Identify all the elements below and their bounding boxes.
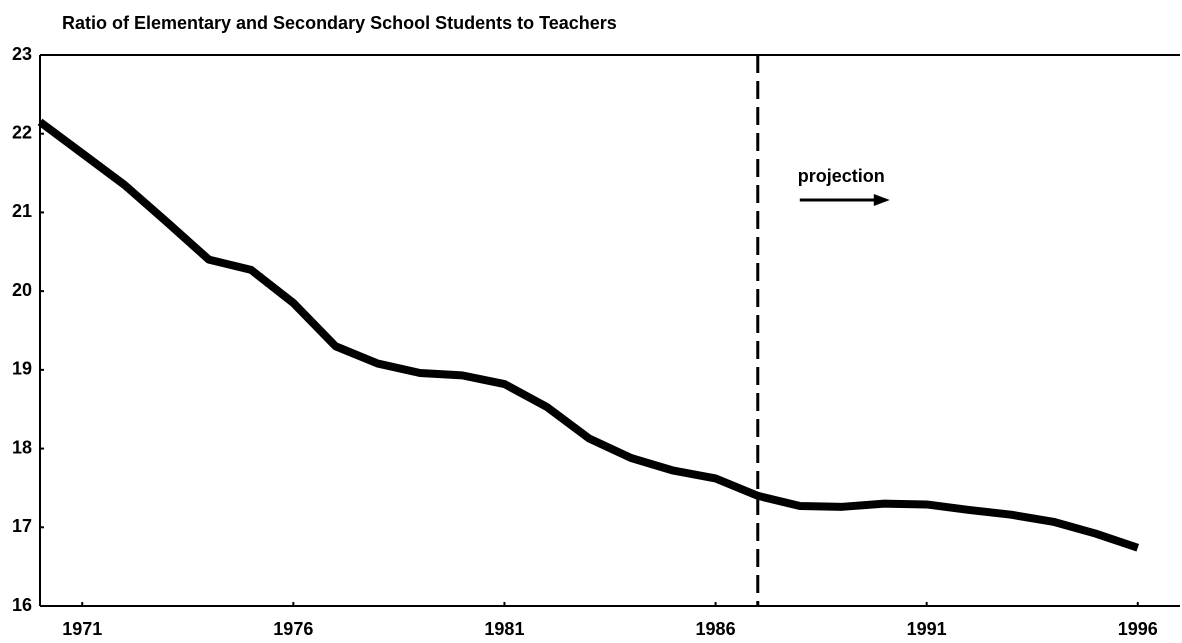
y-tick-label: 22 [12,122,32,142]
x-tick-label: 1986 [696,619,736,639]
data-line [37,118,1140,552]
y-tick-label: 21 [12,201,32,221]
chart-title: Ratio of Elementary and Secondary School… [62,13,617,33]
y-tick-label: 23 [12,44,32,64]
x-tick-label: 1971 [62,619,102,639]
annotation-arrowhead [873,194,890,206]
x-tick-label: 1996 [1118,619,1158,639]
y-tick-label: 17 [12,516,32,536]
y-tick-label: 18 [12,437,32,457]
y-tick-label: 16 [12,595,32,615]
x-tick-label: 1991 [907,619,947,639]
annotation-text: projection [798,166,885,186]
x-tick-label: 1981 [484,619,524,639]
x-tick-label: 1976 [273,619,313,639]
y-tick-label: 20 [12,280,32,300]
y-tick-label: 19 [12,359,32,379]
